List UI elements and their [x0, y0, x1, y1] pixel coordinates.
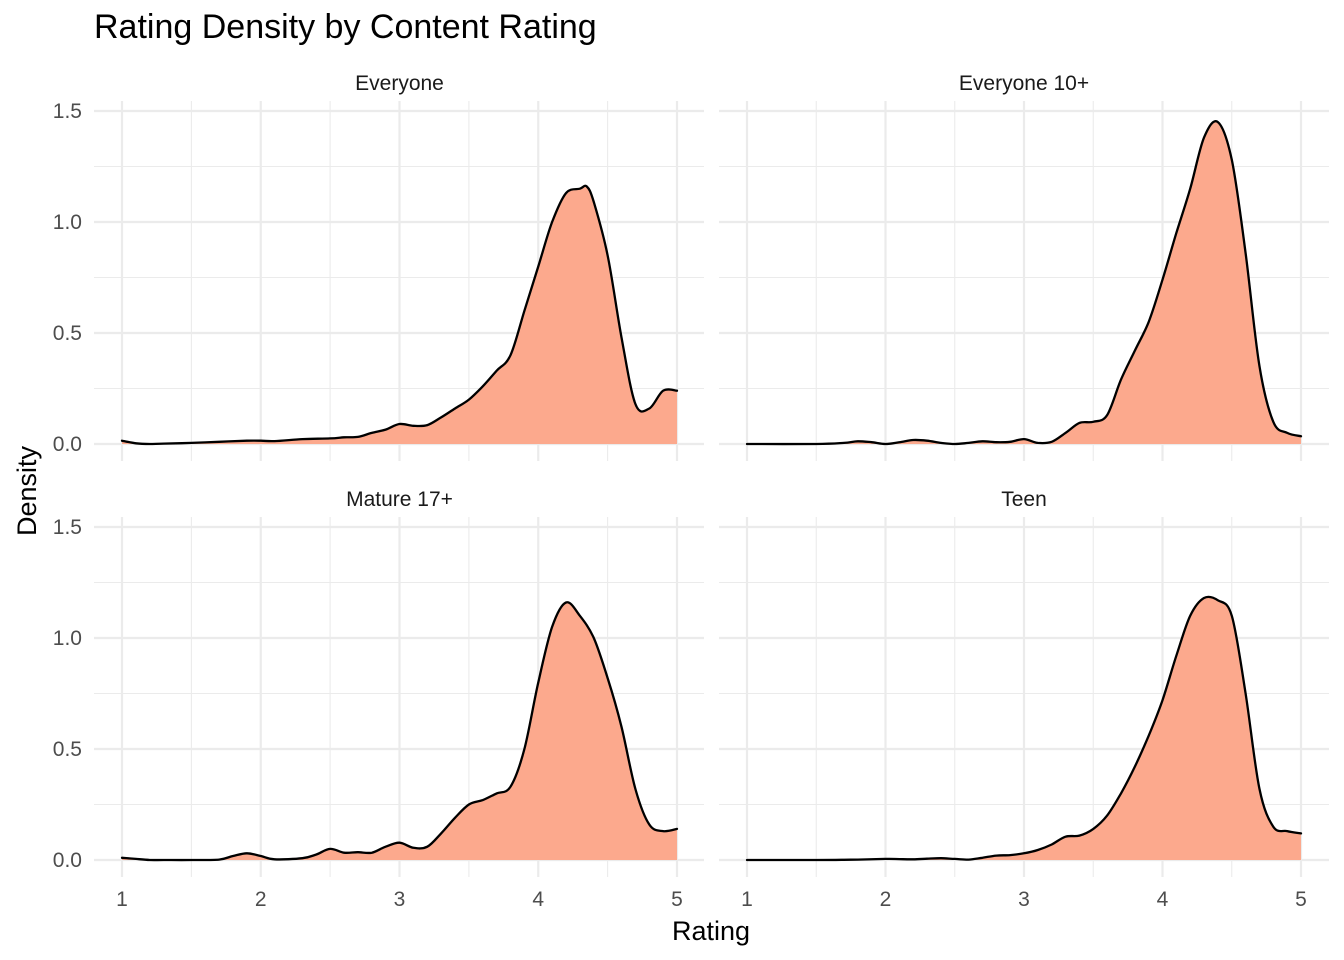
panel-mature-17: Mature 17+ 0.0 0.5 1.0 1.5 1 2 3 4 5: [53, 488, 704, 911]
y-tick-label: 1.0: [53, 627, 82, 650]
facet-strip-label: Mature 17+: [346, 488, 453, 511]
y-tick-label: 1.0: [53, 211, 82, 234]
chart-title: Rating Density by Content Rating: [94, 8, 597, 46]
density-area: [747, 121, 1301, 445]
x-tick-label: 2: [880, 888, 892, 911]
x-tick-label: 4: [1157, 888, 1169, 911]
density-line: [120, 184, 679, 446]
density-line: [745, 120, 1303, 446]
density-area: [122, 185, 677, 444]
x-tick-label: 4: [532, 888, 544, 911]
y-tick-label: 0.5: [53, 322, 82, 345]
x-tick-label: 1: [741, 888, 753, 911]
y-tick-label: 0.5: [53, 738, 82, 761]
y-tick-label: 1.5: [53, 516, 82, 539]
panels: Everyone 0.0 0.5 1.0 1.5 Everyone 10+ Mature 1…: [53, 72, 1329, 911]
y-tick-label: 0.0: [53, 849, 82, 872]
panel-everyone-10: Everyone 10+: [719, 72, 1329, 461]
x-tick-label: 2: [255, 888, 267, 911]
x-tick-label: 5: [671, 888, 683, 911]
density-area: [747, 596, 1301, 860]
facet-strip-label: Teen: [1001, 488, 1047, 511]
x-tick-label: 3: [394, 888, 406, 911]
y-tick-label: 0.0: [53, 433, 82, 456]
panel-teen: Teen 1 2 3 4 5: [719, 488, 1329, 911]
x-axis-title: Rating: [672, 916, 750, 946]
facet-strip-label: Everyone: [355, 72, 444, 95]
x-tick-label: 1: [116, 888, 128, 911]
facet-strip-label: Everyone 10+: [959, 72, 1089, 95]
panel-everyone: Everyone 0.0 0.5 1.0 1.5: [53, 72, 704, 461]
density-line: [745, 595, 1303, 862]
x-tick-label: 5: [1295, 888, 1307, 911]
y-axis-title: Density: [12, 445, 42, 536]
x-tick-label: 3: [1018, 888, 1030, 911]
density-line: [120, 601, 679, 862]
y-tick-label: 1.5: [53, 100, 82, 123]
density-area: [122, 602, 677, 861]
